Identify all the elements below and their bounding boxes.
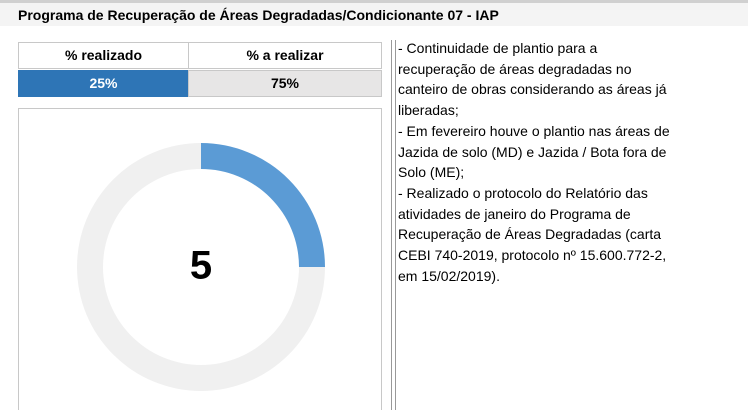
note-line: em 15/02/2019). — [398, 267, 500, 284]
note-line: Solo (ME); — [398, 164, 465, 181]
note-line: CEBI 740-2019, protocolo nº 15.600.772-2… — [398, 247, 667, 264]
note-line: liberadas; — [398, 102, 459, 119]
value-cell: 25% — [18, 70, 189, 97]
note-line: - Em fevereiro houve o plantio nas áreas… — [398, 122, 670, 139]
header-cell: % a realizar — [188, 42, 382, 69]
notes: - Continuidade de plantio para a recupera… — [398, 38, 748, 286]
note-line: atividades de janeiro do Programa de — [398, 205, 631, 222]
title: Programa de Recuperação de Áreas Degrada… — [0, 0, 748, 26]
note-line: - Realizado o protocolo do Relatório das — [398, 184, 648, 201]
note-line: Recuperação de Áreas Degradadas (carta — [398, 226, 662, 243]
value-cell: 75% — [188, 70, 382, 97]
donut-segment — [201, 143, 325, 267]
note-line: canteiro de obras considerando as áreas … — [398, 81, 667, 98]
center-value: 5 — [190, 244, 212, 288]
note-line: recuperação de áreas degradadas no — [398, 60, 632, 77]
note-line: - Continuidade de plantio para a — [398, 40, 598, 56]
chart-box — [18, 108, 382, 410]
note-line: Jazida de solo (MD) e Jazida / Bota fora… — [398, 143, 667, 160]
divider — [391, 40, 396, 410]
